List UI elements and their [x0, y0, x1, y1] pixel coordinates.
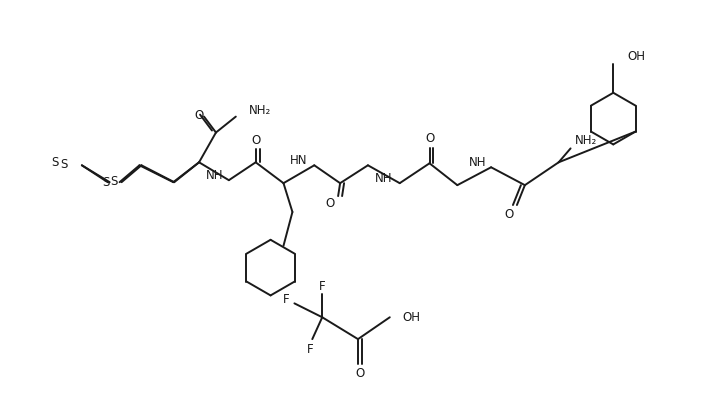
Text: HN: HN — [290, 154, 307, 167]
Text: F: F — [283, 293, 290, 306]
Text: NH: NH — [206, 169, 223, 182]
Text: NH: NH — [376, 172, 393, 185]
Text: O: O — [356, 367, 365, 380]
Text: S: S — [110, 175, 117, 188]
Text: O: O — [326, 196, 335, 210]
Text: S: S — [51, 156, 59, 169]
Text: O: O — [251, 134, 261, 147]
Text: OH: OH — [403, 311, 421, 324]
Text: O: O — [425, 132, 434, 145]
Text: S: S — [60, 158, 68, 171]
Text: NH₂: NH₂ — [575, 134, 597, 147]
Text: F: F — [319, 280, 326, 293]
Text: NH: NH — [468, 156, 486, 169]
Text: OH: OH — [627, 50, 645, 62]
Text: F: F — [307, 342, 313, 356]
Text: S: S — [102, 176, 110, 189]
Text: NH₂: NH₂ — [248, 104, 271, 117]
Text: O: O — [504, 208, 513, 221]
Text: O: O — [194, 109, 203, 122]
